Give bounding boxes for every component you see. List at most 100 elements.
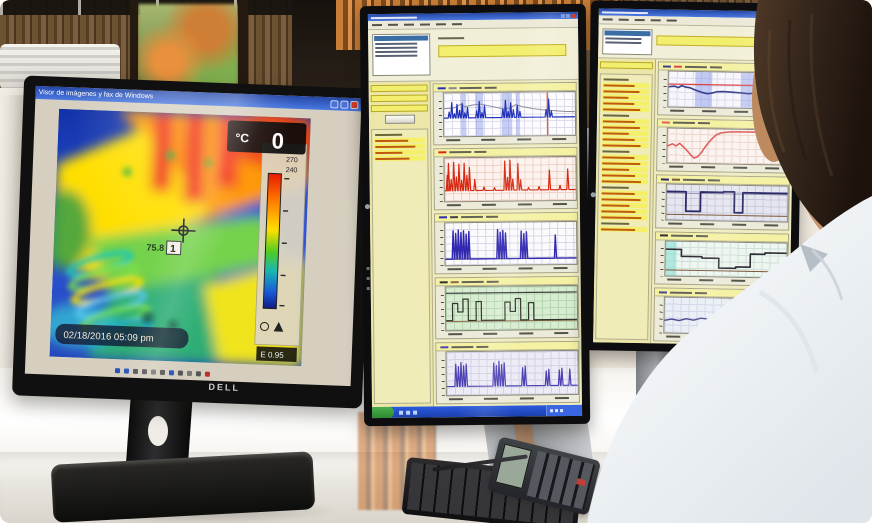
filter-field (370, 84, 428, 93)
close-button (570, 13, 575, 18)
sidebar (368, 81, 435, 408)
legend-text (672, 121, 695, 125)
window-controls (560, 13, 575, 18)
trend-chart-panel (435, 341, 580, 405)
sidebar-row-text (601, 215, 641, 219)
sidebar-row-text (601, 203, 630, 207)
sidebar-row (601, 184, 648, 190)
sidebar-row (601, 154, 649, 161)
maximize-button (565, 13, 570, 18)
selected-row (604, 30, 651, 37)
menu-item (634, 18, 645, 22)
sidebar-row-text (375, 133, 403, 136)
query-pane (368, 27, 579, 83)
sidebar-row-text (601, 197, 641, 201)
spot-marker: 75.8 1 (146, 218, 196, 256)
trend-chart-panel (434, 276, 580, 340)
y-axis-ticks (434, 157, 444, 203)
timestamp: 02/18/2016 05:09 pm (55, 323, 189, 349)
sidebar-row (374, 149, 426, 156)
slideshow-icon (159, 369, 166, 376)
legend-text (670, 234, 693, 238)
maximize-button (340, 100, 349, 109)
sidebar-row (602, 88, 650, 95)
app-title-text (370, 16, 417, 19)
calculator-display (495, 443, 532, 490)
trend-charts-column (431, 80, 582, 407)
plot-area (444, 220, 578, 267)
close-button (350, 100, 359, 109)
plot-area (444, 285, 579, 332)
scale-second-label: 240 (285, 167, 297, 174)
legend-text (486, 215, 499, 218)
menu-item (419, 23, 431, 26)
tag-list-box (372, 33, 431, 77)
minimize-button (330, 99, 339, 108)
legend-text (461, 216, 484, 219)
sidebar-row (601, 124, 649, 131)
taskbar-icons (399, 410, 418, 415)
legend-text (459, 86, 482, 89)
plot-area (443, 155, 577, 202)
alarm-list (371, 128, 431, 405)
legend-text (484, 86, 497, 89)
sidebar-row (601, 166, 649, 173)
sidebar-row-text (603, 107, 641, 111)
viewer-window-title: Visor de imágenes y fax de Windows (38, 88, 154, 101)
legend-text (684, 65, 707, 68)
legend-text (697, 122, 710, 125)
sidebar-row (600, 178, 648, 185)
sidebar-row (601, 148, 648, 154)
legend-text (669, 291, 692, 294)
sidebar (593, 58, 657, 344)
menu-item (451, 23, 463, 26)
legend-text (476, 345, 489, 348)
x-axis-ticks (437, 395, 579, 403)
query-field (438, 44, 567, 58)
legend-color-chip (673, 65, 682, 68)
filter-field (370, 104, 428, 113)
bezel-button (364, 204, 370, 210)
sidebar-row-text (602, 167, 630, 171)
menu-item (371, 23, 383, 27)
windows-taskbar (372, 404, 583, 419)
legend-text (682, 178, 705, 181)
sidebar-row-text (603, 77, 629, 81)
sidebar-row (600, 226, 648, 233)
legend-color-chip (439, 281, 448, 284)
sidebar-row-text (602, 137, 635, 141)
sidebar-row-text (602, 119, 635, 123)
window-controls (330, 99, 359, 109)
sidebar-row (601, 130, 649, 137)
query-field (656, 35, 775, 48)
plot-area (667, 70, 791, 110)
trend-chart-panel (656, 117, 792, 174)
sidebar-row (602, 82, 650, 89)
plot-area (445, 350, 579, 397)
next-icon (123, 368, 130, 374)
scale-icons (259, 321, 284, 332)
filter-field (370, 94, 428, 103)
sidebar-row (602, 100, 650, 107)
sidebar-row-text (601, 179, 641, 183)
sidebar-row-text (603, 95, 629, 99)
trend-charts-column (651, 59, 794, 345)
legend-text (709, 65, 722, 68)
menu-item (387, 23, 399, 26)
legend-color-chip (660, 178, 669, 181)
sidebar-row-text (603, 113, 629, 117)
sidebar-row (600, 202, 648, 209)
sidebar-row (601, 142, 649, 149)
trend-chart-panel (654, 231, 790, 288)
plot-area (666, 127, 790, 166)
trend-chart-panel (655, 174, 791, 231)
sidebar-row-text (602, 173, 635, 177)
filter-field (599, 61, 653, 70)
start-button (372, 406, 395, 419)
legend-text (451, 345, 474, 348)
sidebar-row-text (602, 155, 635, 159)
left-monitor-screen: Visor de imágenes y fax de Windows (24, 85, 362, 387)
legend-color-chip (438, 151, 447, 154)
legend-color-chip (450, 281, 459, 284)
